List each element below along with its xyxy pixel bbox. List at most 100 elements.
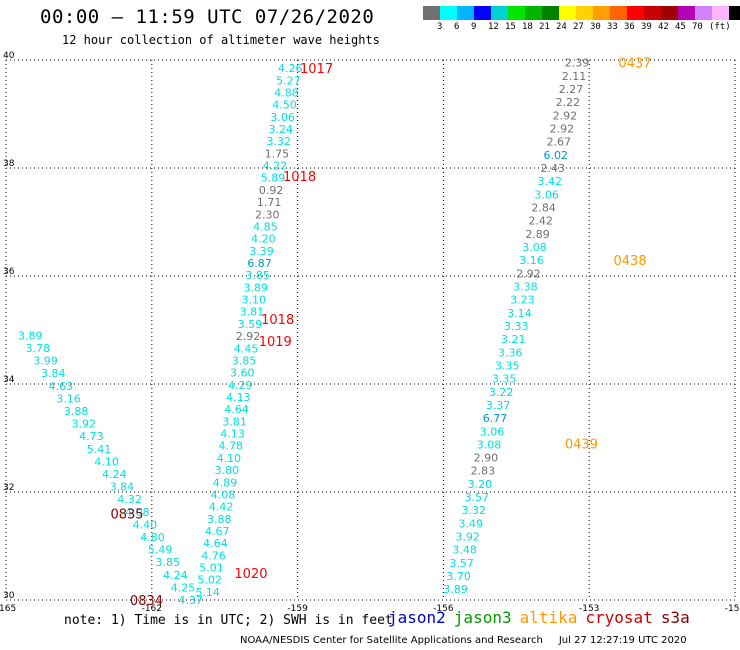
wave-height-value: 3.38 — [513, 280, 538, 293]
wave-height-value: 3.23 — [510, 294, 535, 307]
wave-height-value: 3.06 — [270, 111, 295, 124]
wave-height-value: 3.85 — [245, 269, 270, 282]
color-swatch — [593, 6, 610, 20]
wave-height-value: 4.10 — [94, 455, 119, 468]
wave-height-value: 2.42 — [528, 215, 553, 228]
wave-height-value: 5.41 — [87, 443, 112, 456]
wave-height-value: 3.16 — [56, 392, 81, 405]
wave-height-value: 4.80 — [140, 531, 165, 544]
wave-height-value: 3.06 — [480, 425, 505, 438]
wave-height-value: 3.35 — [492, 373, 517, 386]
wave-height-value: 4.88 — [274, 86, 299, 99]
color-swatch — [610, 6, 627, 20]
color-swatch — [644, 6, 661, 20]
wave-height-value: 4.63 — [49, 380, 74, 393]
wave-height-value: 4.42 — [209, 501, 234, 514]
color-scale-label: 36 — [624, 22, 635, 32]
wave-height-value: 3.80 — [215, 464, 240, 477]
color-swatch — [423, 6, 440, 20]
wave-height-value: 5.02 — [197, 574, 222, 587]
wave-height-value: 6.02 — [544, 149, 569, 162]
wave-height-value: 2.67 — [547, 136, 572, 149]
wave-height-value: 3.60 — [230, 367, 255, 380]
pass-time-label: 0438 — [614, 254, 647, 269]
color-scale-label: 3 — [437, 22, 443, 32]
credit-timestamp: Jul 27 12:27:19 UTC 2020 — [558, 635, 687, 646]
color-scale-label: 45 — [675, 22, 686, 32]
wave-height-value: 3.49 — [458, 517, 483, 530]
wave-height-value: 3.70 — [446, 570, 471, 583]
color-scale-label: 30 — [590, 22, 601, 32]
legend-item-altika: altika — [519, 608, 578, 627]
wave-height-value: 3.35 — [495, 359, 520, 372]
wave-height-value: 4.78 — [218, 440, 243, 453]
wave-height-value: 3.88 — [64, 405, 89, 418]
wave-height-value: 4.08 — [211, 488, 236, 501]
wave-height-value: 3.84 — [41, 367, 66, 380]
wave-height-value: 4.50 — [272, 99, 297, 112]
color-scale-bar — [423, 6, 740, 20]
wave-height-value: 2.30 — [255, 208, 280, 221]
wave-height-value: 5.27 — [276, 74, 301, 87]
color-scale-label: 27 — [573, 22, 584, 32]
lon-tick-label: -165 — [0, 604, 16, 614]
wave-height-value: 0.92 — [259, 184, 284, 197]
color-scale-label: 70 — [692, 22, 703, 32]
pass-time-label: 0439 — [565, 437, 598, 452]
color-swatch — [712, 6, 729, 20]
wave-height-value: 4.73 — [79, 430, 104, 443]
wave-height-value: 5.89 — [261, 172, 286, 185]
legend-item-jason2: jason2 — [388, 608, 446, 627]
page-title: 00:00 – 11:59 UTC 07/26/2020 — [40, 6, 375, 28]
color-swatch — [576, 6, 593, 20]
pass-time-label: 1018 — [283, 170, 316, 185]
wave-height-value: 3.57 — [465, 491, 490, 504]
color-swatch — [627, 6, 644, 20]
wave-height-value: 4.29 — [228, 379, 253, 392]
pass-time-label: 1020 — [234, 567, 267, 582]
lat-tick-label: 40 — [3, 51, 15, 61]
wave-height-value: 3.08 — [477, 438, 502, 451]
wave-height-value: 1.71 — [257, 196, 282, 209]
lon-tick-label: -159 — [287, 604, 308, 614]
wave-height-value: 3.21 — [501, 333, 526, 346]
wave-height-value: 3.89 — [243, 281, 268, 294]
wave-height-value: 3.08 — [522, 241, 547, 254]
wave-height-value: 2.22 — [556, 96, 581, 109]
pass-time-label: 0834 — [130, 594, 163, 609]
wave-height-value: 3.22 — [489, 386, 514, 399]
wave-height-value: 2.83 — [471, 465, 496, 478]
wave-height-value: 2.92 — [550, 123, 575, 136]
color-scale-label: 18 — [522, 22, 533, 32]
wave-height-value: 6.77 — [483, 412, 508, 425]
wave-height-value: 4.45 — [234, 342, 259, 355]
wave-height-value: 3.14 — [507, 307, 532, 320]
axis-labels: -165 -162 -159 -156 -153 -150 40 38 36 34 32 30 — [0, 51, 740, 614]
wave-height-value: 2.43 — [541, 162, 566, 175]
wave-height-value: 4.76 — [201, 549, 226, 562]
wave-height-value: 3.88 — [207, 513, 232, 526]
wave-height-value: 4.13 — [220, 428, 245, 441]
wave-height-value: 4.85 — [253, 220, 278, 233]
credit-line: NOAA/NESDIS Center for Satellite Applica… — [240, 635, 687, 646]
wave-height-value: 2.92 — [553, 109, 578, 122]
wave-height-value: 5.49 — [148, 544, 173, 557]
lat-tick-label: 36 — [3, 267, 15, 277]
map-grid — [5, 59, 736, 601]
wave-height-value: 3.78 — [26, 342, 51, 355]
page-subtitle: 12 hour collection of altimeter wave hei… — [62, 33, 380, 47]
lon-tick-label: -162 — [142, 604, 162, 614]
color-scale-label: 15 — [505, 22, 516, 32]
wave-height-value: 3.37 — [486, 399, 511, 412]
wave-height-value: 4.10 — [217, 452, 242, 465]
wave-height-value: 6.87 — [247, 257, 272, 270]
wave-height-value: 3.39 — [249, 245, 274, 258]
wave-height-value: 2.92 — [236, 330, 261, 343]
color-swatch — [695, 6, 712, 20]
wave-height-value: 2.11 — [562, 70, 587, 83]
legend-item-s3a: s3a — [660, 608, 690, 627]
color-swatch — [508, 6, 525, 20]
credit-text: NOAA/NESDIS Center for Satellite Applica… — [240, 635, 543, 646]
color-swatch — [542, 6, 559, 20]
